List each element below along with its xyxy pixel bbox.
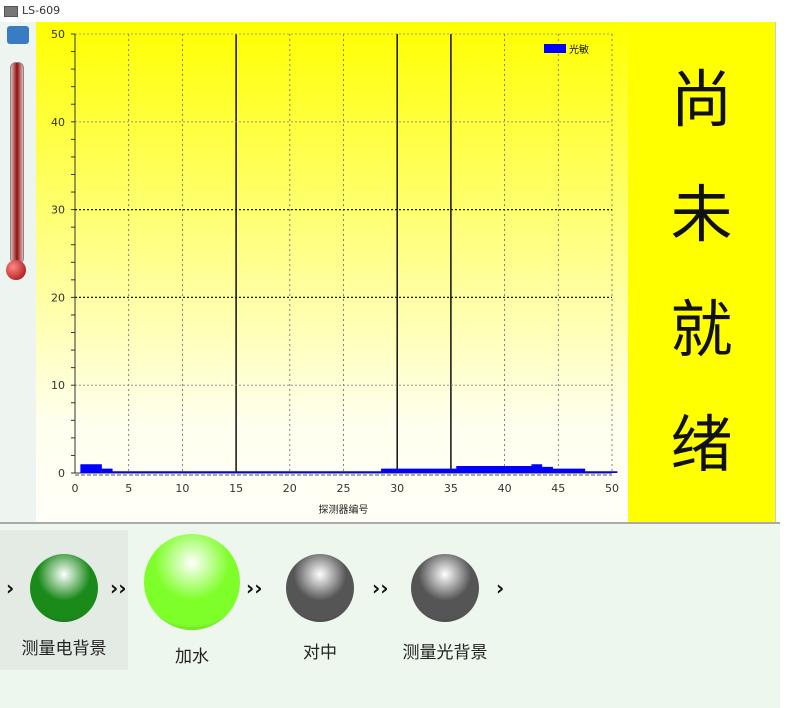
title-bar: LS-609 [0,0,800,22]
step-measure-dark[interactable]: 测量电背景 [0,530,128,670]
x-tick-label: 40 [498,482,512,495]
status-light [411,554,479,622]
step-label: 测量光背景 [402,643,488,663]
detector-chart: 0 5 10 15 20 25 30 35 40 45 50 0 10 20 30 40 50 探测器编号 光敏 [36,22,628,522]
x-tick-label: 10 [175,482,189,495]
chart-svg: 0 5 10 15 20 25 30 35 40 45 50 0 10 20 30 40 50 探测器编号 光敏 [51,28,619,516]
chevron-right-icon: › [496,576,505,600]
status-char: 就 [670,292,733,366]
step-measure-light[interactable]: 测量光背景 [390,554,500,663]
x-tick-label: 45 [551,482,565,495]
step-add-water[interactable]: 加水 [142,534,242,667]
step-panel: 测量电背景 加水 对中 测量光背景 › ›› ›› ›› › [0,522,780,708]
status-panel: 尚 未 就 绪 [628,22,775,522]
status-light [286,554,354,622]
x-axis-label: 探测器编号 [319,503,369,516]
chevron-right-icon: ›› [110,576,127,600]
status-char: 绪 [670,407,733,481]
x-tick-label: 50 [605,482,619,495]
chevron-right-icon: ›› [246,576,263,600]
chevron-right-icon: › [6,576,15,600]
step-label: 对中 [303,643,337,663]
series-area [80,464,618,473]
gauge-icon[interactable] [7,26,29,44]
step-align[interactable]: 对中 [270,554,370,663]
x-tick-label: 20 [283,482,297,495]
y-tick-label: 10 [51,379,65,392]
x-tick-label: 25 [337,482,351,495]
x-tick-label: 35 [444,482,458,495]
left-toolbar [0,22,36,522]
window-title: LS-609 [22,4,61,17]
x-tick-label: 0 [72,482,79,495]
legend-label: 光敏 [569,43,589,56]
chevron-right-icon: ›› [372,576,389,600]
legend-swatch [544,44,566,53]
app-icon [4,6,18,17]
status-char: 未 [670,177,733,251]
x-tick-label: 15 [229,482,243,495]
step-label: 加水 [175,647,209,667]
status-light [144,534,240,630]
status-char: 尚 [670,62,733,136]
y-tick-label: 30 [51,204,65,217]
status-light [30,554,98,622]
thermometer-bulb [6,260,26,280]
step-label: 测量电背景 [21,639,107,659]
y-tick-label: 0 [58,467,65,480]
x-tick-label: 5 [125,482,132,495]
thermometer-icon [10,62,24,264]
y-tick-label: 40 [51,116,65,129]
y-tick-label: 50 [51,28,65,41]
y-tick-label: 20 [51,291,65,304]
x-tick-label: 30 [390,482,404,495]
